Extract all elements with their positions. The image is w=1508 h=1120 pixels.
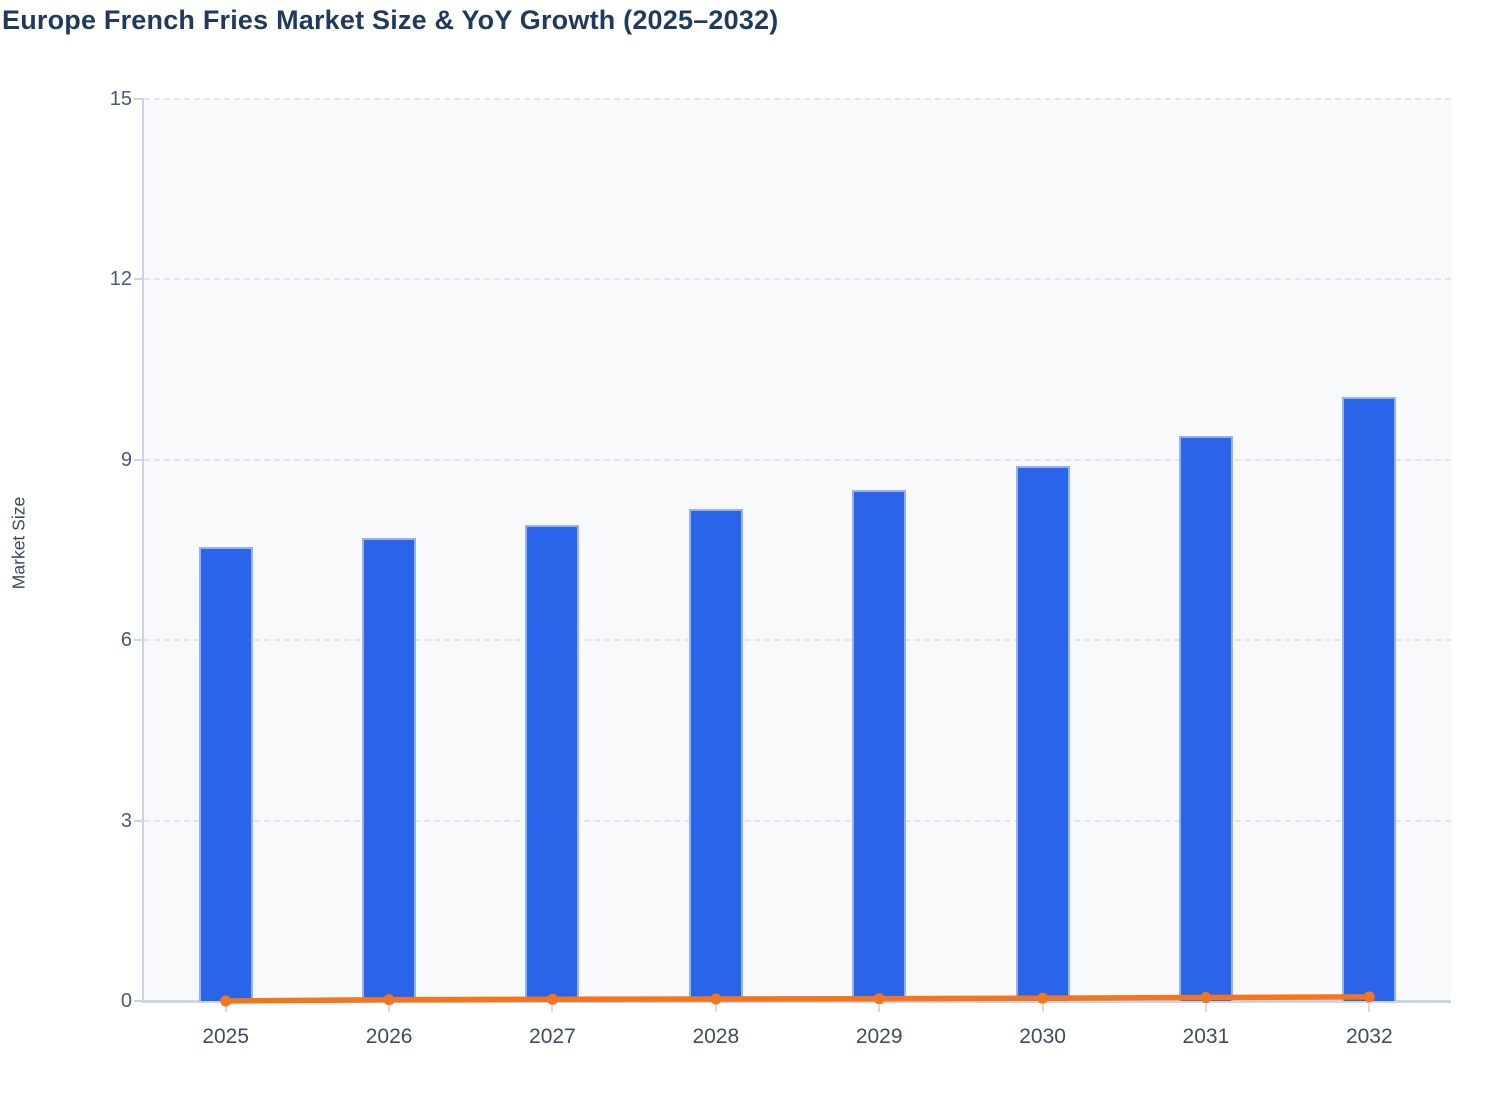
x-tick-label: 2029: [855, 1025, 903, 1048]
bar-2026[interactable]: [362, 538, 417, 1001]
y-axis-tick: [134, 98, 144, 100]
y-axis-line: [142, 99, 144, 1003]
y-tick-label: 6: [120, 629, 132, 652]
gridline: [144, 639, 1451, 642]
y-tick-label: 15: [109, 88, 132, 110]
x-tick-label: 2031: [1182, 1025, 1230, 1048]
bar-2031[interactable]: [1178, 435, 1233, 1001]
bar-2025[interactable]: [198, 547, 253, 1001]
yoy-marker-2029[interactable]: [873, 993, 885, 1005]
gridline: [144, 98, 1451, 100]
bar-2032[interactable]: [1342, 396, 1397, 1001]
y-tick-label: 12: [109, 268, 132, 291]
x-axis-tick: [878, 1003, 881, 1012]
bar-2028[interactable]: [688, 509, 743, 1001]
yoy-marker-2030[interactable]: [1037, 992, 1049, 1004]
x-axis-tick: [224, 1003, 227, 1012]
x-tick-label: 2025: [202, 1025, 250, 1048]
x-axis-tick: [714, 1003, 717, 1012]
gridline: [144, 458, 1451, 461]
plot-background: [144, 99, 1451, 1001]
x-axis-tick: [1041, 1003, 1044, 1012]
y-axis-tick: [134, 458, 144, 461]
yoy-marker-2026[interactable]: [383, 994, 395, 1006]
yoy-marker-2025[interactable]: [220, 995, 232, 1007]
y-tick-label: 9: [120, 448, 132, 471]
x-tick-label: 2030: [1019, 1025, 1066, 1048]
yoy-growth-line[interactable]: [144, 99, 1451, 1007]
yoy-marker-2027[interactable]: [546, 993, 558, 1005]
y-tick-label: 3: [120, 809, 132, 832]
gridline: [144, 819, 1451, 822]
x-axis-tick: [388, 1003, 391, 1012]
y-axis-tick: [134, 819, 144, 822]
yoy-marker-2028[interactable]: [710, 993, 722, 1005]
y-tick-label: 0: [120, 990, 132, 1012]
y-axis-tick: [134, 278, 144, 281]
y-axis-tick: [134, 639, 144, 642]
bar-2029[interactable]: [852, 489, 907, 1001]
x-axis-tick: [1368, 1003, 1371, 1012]
x-tick-label: 2027: [529, 1025, 576, 1048]
x-tick-label: 2026: [365, 1025, 413, 1048]
x-axis-tick: [551, 1003, 554, 1012]
x-tick-label: 2032: [1345, 1025, 1393, 1048]
y-axis-tick: [134, 1000, 144, 1002]
bar-2027[interactable]: [525, 524, 580, 1001]
yoy-marker-2031[interactable]: [1200, 992, 1212, 1003]
x-axis-tick: [1204, 1003, 1207, 1012]
bar-2030[interactable]: [1015, 465, 1070, 1001]
chart-title: Europe French Fries Market Size & YoY Gr…: [2, 5, 779, 35]
x-tick-label: 2028: [692, 1025, 740, 1048]
yoy-marker-2032[interactable]: [1363, 991, 1375, 1003]
y-axis-title: Market Size: [8, 496, 29, 590]
gridline: [144, 278, 1451, 281]
